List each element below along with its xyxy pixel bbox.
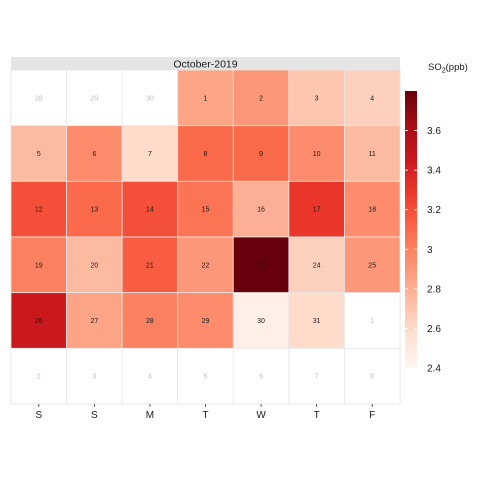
day-label: 14 [146,207,154,214]
day-label: 7 [148,151,152,158]
day-label: 28 [35,95,43,102]
legend: SO2(ppb) 2.4 2.6 2.8 3 3.2 3.4 3.6 [405,62,468,375]
heatmap-cell [344,69,401,127]
heatmap-cell [232,236,290,294]
chart-title: October-2019 [173,59,237,71]
heatmap-cell [177,236,234,294]
heatmap-cell [66,125,123,182]
day-label: 25 [368,262,376,269]
day-label: 5 [37,151,41,158]
day-label: 19 [35,262,43,269]
day-label: 27 [90,318,98,325]
day-label: 22 [202,262,210,269]
heatmap-cell [288,69,345,127]
day-label: 11 [369,151,376,158]
legend-tick-label: 3.6 [427,126,441,137]
day-label: 1 [204,95,208,102]
day-label: 2 [37,374,41,381]
heatmap-cell [10,180,67,238]
heatmap-cell [177,125,234,182]
heatmap-cell [344,125,401,182]
x-axis-label: W [256,410,266,421]
heatmap-cell [344,180,401,238]
day-label: 21 [146,262,154,269]
heatmap-cell [121,236,179,294]
x-axis-label: T [202,410,208,421]
legend-tick-label: 3 [427,245,433,256]
heatmap-cell [288,236,345,294]
legend-tick-label: 2.4 [427,364,441,375]
legend-ticks: 2.4 2.6 2.8 3 3.2 3.4 3.6 [405,126,441,375]
heatmap-cell [10,125,67,182]
day-label: 26 [35,318,43,325]
heatmap-cell [66,236,123,294]
legend-tick-label: 2.6 [427,324,441,335]
day-label: 24 [313,262,321,269]
day-label: 3 [92,374,96,381]
x-axis-label: F [369,410,375,421]
heatmap-cell [66,292,123,349]
day-label: 18 [368,207,376,214]
day-label: 16 [257,207,265,214]
day-label: 15 [202,207,210,214]
day-label: 12 [35,207,43,214]
day-label: 3 [315,95,319,102]
day-label: 5 [204,374,208,381]
day-label: 30 [257,318,265,325]
day-label: 13 [90,207,98,214]
heatmap-cell [121,292,179,349]
x-axis-label: T [314,410,320,421]
heatmap-cell [344,292,401,349]
day-label: 9 [259,151,263,158]
heatmap-cell [288,125,345,182]
day-label: 8 [204,151,208,158]
day-label: 7 [315,374,319,381]
heatmap-cell [344,236,401,294]
legend-tick-label: 3.2 [427,205,441,216]
day-label: 1 [370,318,374,325]
heatmap-cells [10,69,401,405]
day-label: 4 [370,95,374,102]
day-label: 10 [313,151,321,158]
heatmap-cell [232,180,290,238]
day-label: 31 [313,318,321,325]
heatmap-cell [10,236,67,294]
day-label: 6 [92,151,96,158]
heatmap-cell [177,180,234,238]
legend-tick-label: 2.8 [427,284,441,295]
day-label: 23 [257,262,265,269]
x-axis-label: S [35,410,42,421]
legend-title: SO2(ppb) [428,62,468,75]
facet-strip [11,57,400,70]
day-label: 29 [90,95,98,102]
heatmap-cell [288,292,345,349]
day-label: 29 [202,318,210,325]
legend-tick-label: 3.4 [427,166,441,177]
x-axis-label: M [146,410,154,421]
heatmap-cell [121,347,179,405]
day-label: 17 [313,207,321,214]
legend-colorbar [405,91,417,368]
day-label: 4 [148,374,152,381]
day-label: 28 [146,318,154,325]
day-label: 20 [90,262,98,269]
heatmap-cell [177,292,234,349]
heatmap-cell [121,125,179,182]
day-label: 2 [259,95,263,102]
x-axis-label: S [91,410,98,421]
heatmap-cell [232,292,290,349]
day-label: 8 [370,374,374,381]
day-label: 6 [259,374,263,381]
heatmap-cell [66,180,123,238]
heatmap-cell [10,347,67,405]
day-label: 30 [146,95,154,102]
heatmap-cell [121,180,179,238]
